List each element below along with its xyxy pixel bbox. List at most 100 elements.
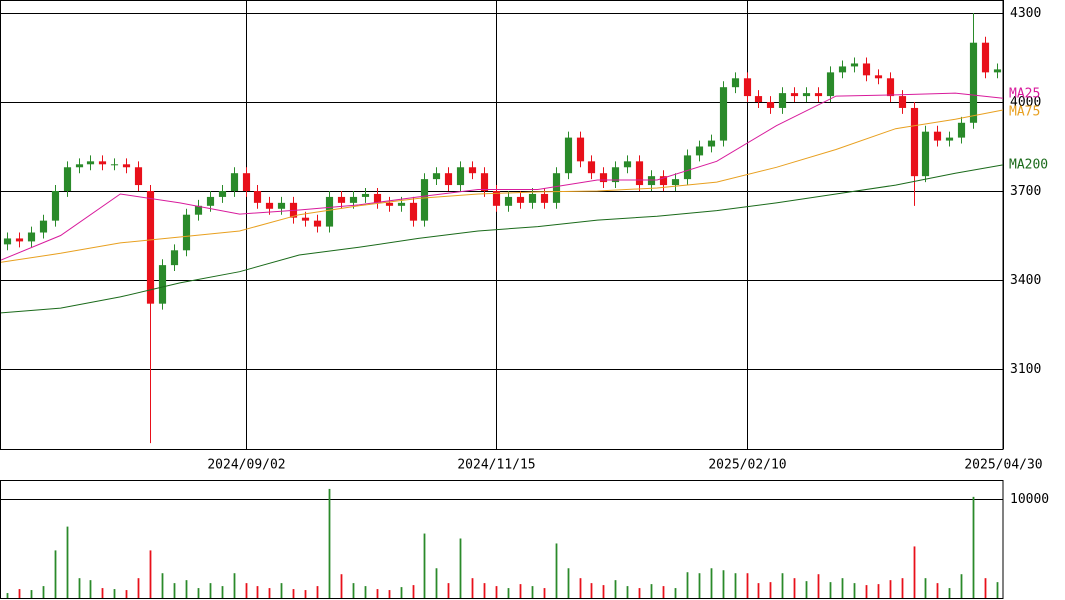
candle-body: [838, 66, 847, 73]
candle-body: [611, 167, 620, 183]
candle-body: [253, 190, 262, 203]
candle-body: [790, 93, 799, 97]
moving-average-line: [0, 92, 1004, 261]
candle-body: [3, 238, 12, 245]
y-tick-label: 3100: [1010, 362, 1041, 377]
x-tick-label: 2024/09/02: [207, 458, 285, 473]
candle-body: [862, 63, 871, 76]
candle-body: [623, 161, 632, 168]
x-tick-label: 2025/04/30: [964, 458, 1042, 473]
candle-body: [182, 214, 191, 251]
candle-body: [385, 202, 394, 206]
candle-body: [98, 161, 107, 165]
candle-body: [576, 137, 585, 162]
candle-body: [325, 196, 334, 227]
candle-body: [540, 193, 549, 203]
candle-body: [504, 196, 513, 206]
candle-body: [921, 131, 930, 177]
candle-body: [647, 176, 656, 186]
moving-average-line: [0, 164, 1004, 314]
legend-label: MA75: [1009, 105, 1040, 120]
candle-body: [802, 93, 811, 97]
y-tick-label: 3400: [1010, 273, 1041, 288]
y-tick-label: 4300: [1010, 6, 1041, 21]
candle-body: [850, 63, 859, 67]
candle-body: [719, 87, 728, 141]
candle-body: [146, 190, 155, 304]
candle-body: [552, 173, 561, 203]
candle-body: [898, 96, 907, 108]
candle-body: [63, 167, 72, 191]
candle-body: [587, 161, 596, 174]
candle-body: [635, 161, 644, 186]
candle-body: [874, 75, 883, 79]
y-tick-label: 4000: [1010, 95, 1041, 110]
candle-body: [743, 78, 752, 97]
candle-body: [766, 102, 775, 108]
candle-body: [218, 190, 227, 197]
candle-body: [444, 173, 453, 186]
legend-label: MA25: [1009, 87, 1040, 102]
candle-body: [242, 173, 251, 191]
candle-body: [826, 72, 835, 97]
candle-body: [599, 173, 608, 183]
candle-body: [86, 161, 95, 165]
candle-body: [361, 193, 370, 197]
candle-body: [671, 179, 680, 186]
candle-body: [516, 196, 525, 203]
candle-body: [432, 173, 441, 180]
candle-body: [337, 196, 346, 203]
candle-body: [933, 131, 942, 141]
candle-body: [134, 167, 143, 186]
candle-body: [993, 69, 1002, 73]
candle-body: [659, 176, 668, 186]
candle-body: [230, 173, 239, 191]
candle-body: [528, 193, 537, 203]
candle-body: [910, 107, 919, 177]
candle-body: [122, 164, 131, 168]
candle-body: [945, 137, 954, 141]
candle-body: [313, 220, 322, 227]
x-tick-label: 2024/11/15: [457, 458, 535, 473]
candle-body: [695, 146, 704, 156]
candle-body: [468, 167, 477, 174]
candle-body: [349, 196, 358, 203]
candle-body: [707, 140, 716, 147]
candle-body: [373, 193, 382, 203]
candle-body: [39, 220, 48, 233]
candle-body: [194, 205, 203, 215]
y-tick-label: 3700: [1010, 184, 1041, 199]
candle-body: [277, 202, 286, 209]
candle-body: [158, 265, 167, 304]
candle-body: [981, 42, 990, 73]
candle-body: [969, 42, 978, 123]
candle-body: [683, 155, 692, 180]
candle-body: [27, 232, 36, 242]
candle-body: [564, 137, 573, 174]
candle-body: [480, 173, 489, 191]
candle-body: [51, 190, 60, 221]
candle-body: [957, 122, 966, 138]
candle-body: [814, 93, 823, 97]
candle-body: [778, 93, 787, 108]
candle-body: [420, 179, 429, 221]
candle-body: [265, 202, 274, 209]
x-tick-label: 2025/02/10: [708, 458, 786, 473]
candle-body: [397, 202, 406, 206]
candle-body: [754, 96, 763, 103]
candle-body: [110, 164, 119, 166]
legend-label: MA200: [1009, 157, 1048, 172]
candle-body: [456, 167, 465, 186]
volume-frame: [0, 480, 1004, 599]
candle-body: [170, 250, 179, 266]
candle-body: [409, 202, 418, 221]
candle-body: [301, 217, 310, 221]
candle-body: [492, 190, 501, 206]
candle-body: [206, 196, 215, 206]
candle-body: [15, 238, 24, 242]
candle-body: [731, 78, 740, 88]
candle-body: [886, 78, 895, 97]
moving-average-line: [0, 109, 1004, 263]
candle-body: [75, 164, 84, 168]
